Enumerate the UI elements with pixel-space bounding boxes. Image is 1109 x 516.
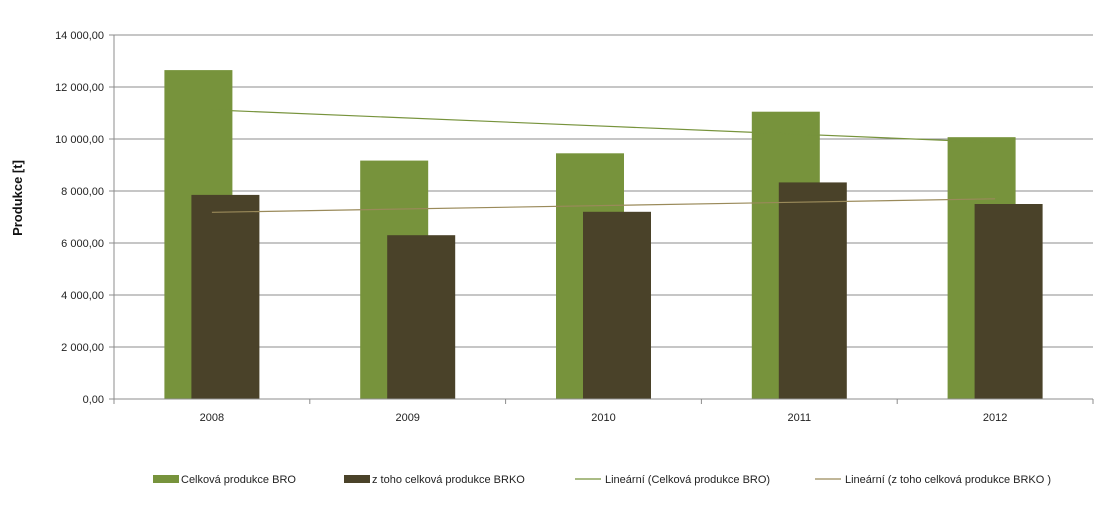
bar-brko-2011 bbox=[778, 182, 847, 399]
x-tick-label: 2010 bbox=[591, 412, 615, 424]
y-tick-label: 4 000,00 bbox=[61, 290, 104, 302]
legend-swatch-2 bbox=[344, 475, 370, 483]
bars bbox=[164, 70, 1043, 399]
legend-label-4: Lineární (z toho celková produkce BRKO ) bbox=[845, 474, 1051, 486]
y-tick-label: 14 000,00 bbox=[55, 30, 104, 42]
y-tick-label: 8 000,00 bbox=[61, 186, 104, 198]
y-tick-label: 0,00 bbox=[83, 394, 104, 406]
y-tick-label: 2 000,00 bbox=[61, 342, 104, 354]
trendline-brko bbox=[211, 198, 996, 213]
y-tick-label: 10 000,00 bbox=[55, 134, 104, 146]
legend: Celková produkce BRO z toho celková produ… bbox=[153, 474, 1051, 486]
legend-swatch-1 bbox=[153, 475, 179, 483]
x-tick-label: 2008 bbox=[200, 412, 224, 424]
x-tick-label: 2011 bbox=[787, 412, 811, 424]
trendline-bro bbox=[211, 109, 996, 143]
x-tick-label: 2009 bbox=[395, 412, 419, 424]
bar-brko-2010 bbox=[583, 211, 651, 399]
y-tick-label: 6 000,00 bbox=[61, 238, 104, 250]
y-tick-label: 12 000,00 bbox=[55, 82, 104, 94]
bar-brko-2009 bbox=[387, 235, 456, 399]
y-tick-labels: 0,00 2 000,00 4 000,00 6 000,00 8 000,00 10 0… bbox=[55, 30, 104, 406]
legend-label-3: Lineární (Celková produkce BRO) bbox=[605, 474, 770, 486]
bar-brko-2008 bbox=[191, 194, 260, 399]
legend-label-2: z toho celková produkce BRKO bbox=[372, 474, 525, 486]
x-tick-labels: 2008 2009 2010 2011 2012 bbox=[200, 412, 1008, 424]
bar-brko-2012 bbox=[974, 204, 1043, 399]
x-tick-label: 2012 bbox=[983, 412, 1007, 424]
trendlines bbox=[211, 109, 996, 213]
legend-label-1: Celková produkce BRO bbox=[181, 474, 296, 486]
y-axis-title: Produkce [t] bbox=[10, 160, 25, 236]
axes bbox=[109, 34, 1094, 404]
